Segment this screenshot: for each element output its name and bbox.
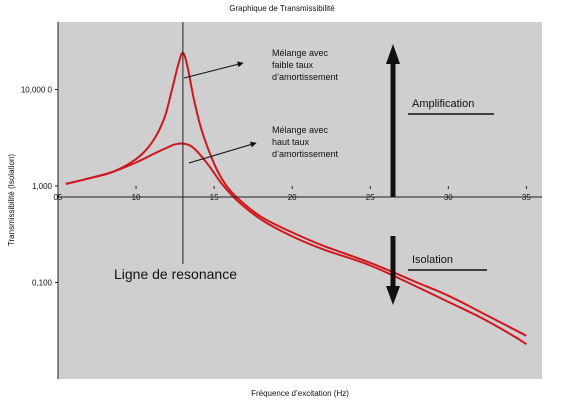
x-tick-label: 10 xyxy=(132,193,141,202)
y-tick-label: 10,000 0 xyxy=(21,85,53,94)
x-tick-label: 15 xyxy=(210,193,219,202)
chart-title: Graphique de Transmissibilité xyxy=(229,4,335,13)
low-damping-arrow xyxy=(183,61,244,79)
low-damping-annotation: Mélange avec faible taux d’amortissement xyxy=(183,48,339,82)
y-tick-label: 0,100 xyxy=(32,278,53,287)
plot-area xyxy=(58,22,542,379)
x-axis-title: Fréquence d’excitation (Hz) xyxy=(251,389,349,398)
y-tick-label: 1,000 xyxy=(32,182,53,191)
low-damping-line-1: Mélange avec xyxy=(272,48,329,58)
resonance-label: Ligne de resonance xyxy=(114,266,237,282)
low-damping-line-3: d’amortissement xyxy=(272,72,339,82)
amplification-indicator: Amplification xyxy=(386,44,494,197)
y-ticks: 0,100 1,000 10,000 0 xyxy=(21,85,58,287)
high-damping-arrow xyxy=(188,141,257,164)
series-line-1 xyxy=(65,51,527,337)
high-damping-line-2: haut taux xyxy=(272,137,310,147)
high-damping-annotation: Mélange avec haut taux d’amortissement xyxy=(188,125,339,164)
low-damping-line-2: faible taux xyxy=(272,60,314,70)
y-axis-title: Transmissibilité (Isolation) xyxy=(7,154,16,247)
isolation-arrow-head xyxy=(386,286,400,305)
high-damping-line-3: d’amortissement xyxy=(272,149,339,159)
amplification-arrow-head xyxy=(386,44,400,64)
series-layer xyxy=(65,51,527,345)
isolation-label: Isolation xyxy=(412,254,453,266)
x-ticks: 05 10 15 20 25 30 35 xyxy=(54,185,531,202)
x-tick-label: 25 xyxy=(366,193,375,202)
isolation-indicator: Isolation xyxy=(386,236,487,305)
series-line-2 xyxy=(65,142,527,345)
x-tick-label: 05 xyxy=(54,193,63,202)
x-tick-label: 20 xyxy=(288,193,297,202)
amplification-label: Amplification xyxy=(412,98,474,110)
x-tick-label: 35 xyxy=(522,193,531,202)
x-tick-label: 30 xyxy=(444,193,453,202)
high-damping-line-1: Mélange avec xyxy=(272,125,329,135)
